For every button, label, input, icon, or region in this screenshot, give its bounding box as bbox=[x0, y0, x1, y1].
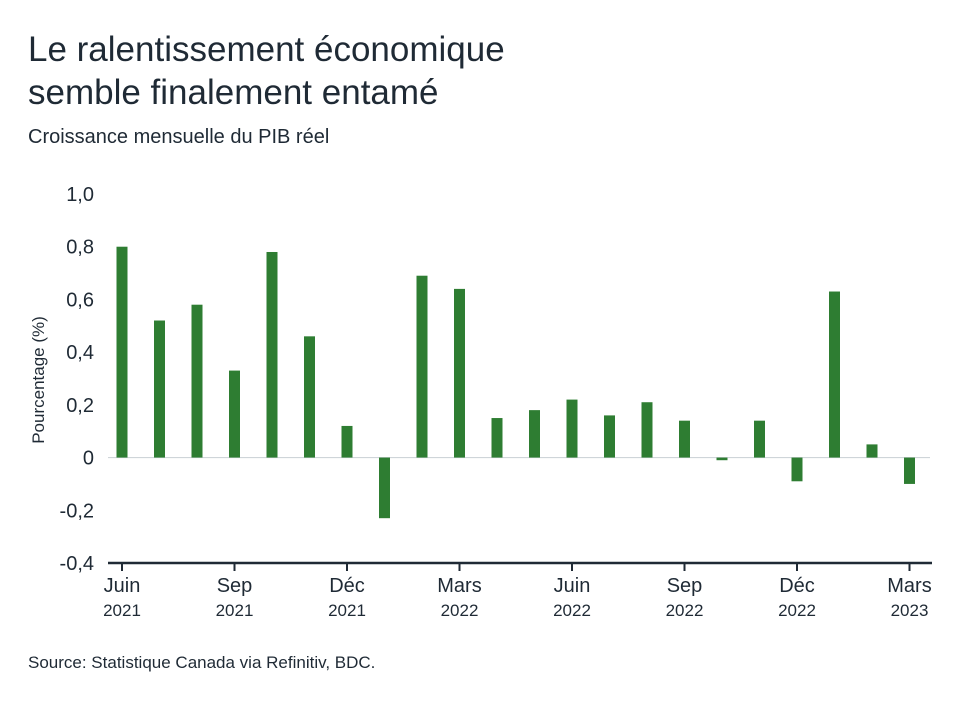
chart-title: Le ralentissement économique semble fina… bbox=[28, 28, 928, 114]
y-tick-label: 1,0 bbox=[66, 184, 94, 206]
y-tick-label: -0,4 bbox=[60, 553, 94, 575]
bar-2022-02 bbox=[416, 275, 428, 458]
bar-2023-02 bbox=[866, 444, 878, 458]
bar-2022-10 bbox=[716, 457, 728, 461]
x-tick-label-year: 2022 bbox=[778, 601, 816, 620]
y-tick-label: 0,8 bbox=[66, 237, 94, 259]
chart-title-line1: Le ralentissement économique bbox=[28, 30, 505, 69]
bar-2022-11 bbox=[754, 420, 765, 458]
bar-2021-06 bbox=[116, 246, 128, 458]
bar-2022-03 bbox=[454, 288, 465, 458]
bar-2022-09 bbox=[679, 420, 690, 458]
x-tick-label-month: Mars bbox=[437, 575, 481, 597]
x-tick-label-year: 2021 bbox=[216, 601, 254, 620]
bar-2022-04 bbox=[491, 418, 503, 458]
x-tick-label-year: 2022 bbox=[666, 601, 704, 620]
chart-title-line2: semble finalement entamé bbox=[28, 73, 439, 112]
bars-group bbox=[116, 246, 915, 519]
bar-2021-08 bbox=[191, 304, 203, 458]
y-tick-label: 0,4 bbox=[66, 342, 94, 364]
x-tick-label-month: Mars bbox=[887, 575, 931, 597]
x-tick-label-month: Déc bbox=[779, 575, 815, 597]
bar-2022-12 bbox=[791, 457, 803, 482]
bar-2022-01 bbox=[379, 457, 390, 519]
x-tick-label-month: Juin bbox=[554, 575, 591, 597]
x-tick-label-month: Déc bbox=[329, 575, 365, 597]
bar-2023-01 bbox=[829, 291, 840, 458]
bar-2021-12 bbox=[341, 425, 353, 458]
chart-subtitle: Croissance mensuelle du PIB réel bbox=[28, 126, 330, 148]
x-tick-label-month: Juin bbox=[104, 575, 141, 597]
bar-2021-10 bbox=[266, 251, 278, 458]
y-tick-label: 0,2 bbox=[66, 395, 94, 417]
bar-2022-08 bbox=[641, 402, 653, 458]
x-tick-label-year: 2022 bbox=[441, 601, 479, 620]
bar-2021-11 bbox=[304, 336, 315, 458]
y-axis: 1,0 0,8 0,6 0,4 0,2 0 -0,2 -0,4 bbox=[60, 184, 94, 575]
x-tick-label-month: Sep bbox=[667, 575, 703, 597]
x-tick-label-year: 2021 bbox=[103, 601, 141, 620]
y-tick-label: -0,2 bbox=[60, 500, 94, 522]
bar-2022-06 bbox=[566, 399, 578, 458]
bar-2022-05 bbox=[529, 410, 540, 458]
x-tick-label-year: 2021 bbox=[328, 601, 366, 620]
y-tick-label: 0 bbox=[83, 448, 94, 470]
source-note: Source: Statistique Canada via Refinitiv… bbox=[28, 653, 376, 672]
x-tick-label-year: 2023 bbox=[891, 601, 929, 620]
x-tick-label-year: 2022 bbox=[553, 601, 591, 620]
y-axis-label: Pourcentage (%) bbox=[29, 316, 48, 444]
bar-2022-07 bbox=[604, 415, 615, 458]
x-axis: Juin 2021 Sep 2021 Déc 2021 Mars 2022 Juin 2022 Se… bbox=[103, 561, 932, 620]
bar-2021-09 bbox=[229, 370, 240, 458]
bar-2021-07 bbox=[154, 320, 165, 458]
bar-2023-03 bbox=[904, 457, 915, 484]
y-tick-label: 0,6 bbox=[66, 289, 94, 311]
x-tick-label-month: Sep bbox=[217, 575, 253, 597]
